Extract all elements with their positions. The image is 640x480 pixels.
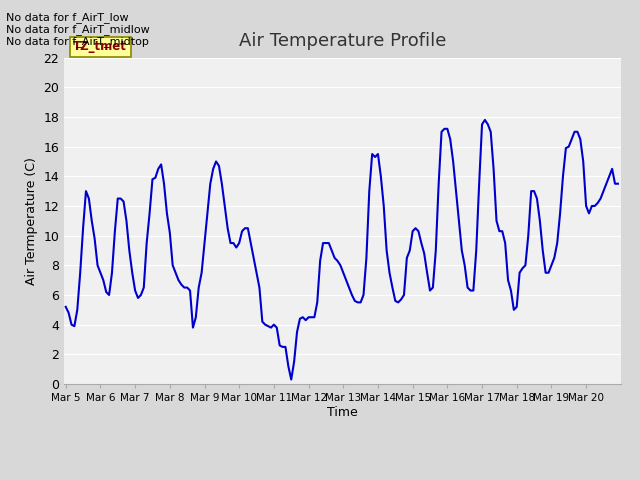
Text: TZ_tmet: TZ_tmet — [74, 40, 127, 53]
Text: No data for f_AirT_midlow: No data for f_AirT_midlow — [6, 24, 150, 35]
Y-axis label: Air Termperature (C): Air Termperature (C) — [25, 157, 38, 285]
Text: No data for f_AirT_midtop: No data for f_AirT_midtop — [6, 36, 149, 47]
X-axis label: Time: Time — [327, 406, 358, 419]
Text: No data for f_AirT_low: No data for f_AirT_low — [6, 12, 129, 23]
Legend: AirT 22m: AirT 22m — [289, 479, 396, 480]
Title: Air Temperature Profile: Air Temperature Profile — [239, 33, 446, 50]
